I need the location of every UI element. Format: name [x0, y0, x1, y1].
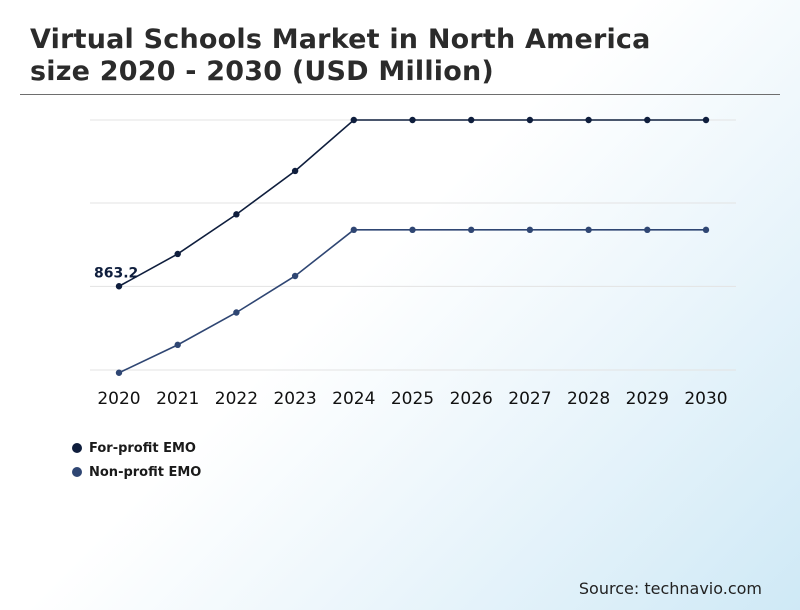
x-tick-label-2029: 2029	[626, 389, 669, 409]
data-point-s1-2025	[409, 226, 416, 234]
x-tick-label-2028: 2028	[567, 389, 610, 409]
data-point-s1-2026	[468, 226, 475, 234]
x-tick-label-2023: 2023	[273, 389, 316, 409]
data-point-s0-2024	[350, 116, 357, 124]
legend-item-for-profit[interactable]: For-profit EMO	[72, 436, 201, 460]
chart-title-line-2: size 2020 - 2030 (USD Million)	[30, 56, 494, 87]
data-point-s1-2021	[174, 341, 181, 349]
data-point-s1-2029	[644, 226, 651, 234]
data-label-0: 863.2	[94, 265, 138, 281]
series-line-1	[118, 229, 706, 374]
chart-title-line-1: Virtual Schools Market in North America	[30, 24, 651, 55]
x-tick-label-2022: 2022	[215, 389, 258, 409]
source-note: Source: technavio.com	[578, 579, 762, 598]
data-point-s0-2026	[468, 116, 475, 124]
data-point-s1-2027	[526, 226, 534, 234]
data-point-s0-2023	[291, 167, 299, 175]
data-point-s1-2023	[291, 272, 299, 280]
chart-title: Virtual Schools Market in North America …	[30, 24, 730, 88]
x-tick-label-2026: 2026	[450, 389, 493, 409]
chart-legend: For-profit EMO Non-profit EMO	[72, 436, 201, 484]
data-point-s1-2020	[115, 369, 123, 376]
legend-marker-non-profit-icon	[72, 467, 82, 477]
data-point-s0-2020	[115, 283, 123, 290]
x-tick-label-2025: 2025	[391, 389, 434, 409]
x-tick-label-2020: 2020	[97, 389, 140, 409]
legend-marker-for-profit-icon	[72, 443, 82, 453]
data-point-s0-2021	[174, 250, 181, 258]
x-tick-label-2030: 2030	[684, 389, 727, 409]
data-point-s1-2024	[350, 226, 357, 234]
x-tick-label-2027: 2027	[508, 389, 551, 409]
title-divider	[20, 94, 780, 95]
legend-item-non-profit[interactable]: Non-profit EMO	[72, 460, 201, 484]
legend-label-for-profit: For-profit EMO	[89, 440, 196, 456]
data-point-s0-2030	[702, 116, 710, 124]
data-point-s1-2022	[233, 309, 240, 316]
data-point-s1-2028	[585, 226, 592, 234]
data-point-s0-2029	[644, 116, 651, 124]
data-point-s0-2027	[526, 116, 534, 124]
data-point-s0-2025	[409, 116, 416, 124]
data-point-s1-2030	[702, 226, 710, 234]
x-tick-label-2021: 2021	[156, 389, 199, 409]
data-point-s0-2022	[233, 211, 240, 218]
x-tick-label-2024: 2024	[332, 389, 375, 409]
legend-label-non-profit: Non-profit EMO	[89, 464, 202, 480]
data-point-s0-2028	[585, 116, 592, 124]
